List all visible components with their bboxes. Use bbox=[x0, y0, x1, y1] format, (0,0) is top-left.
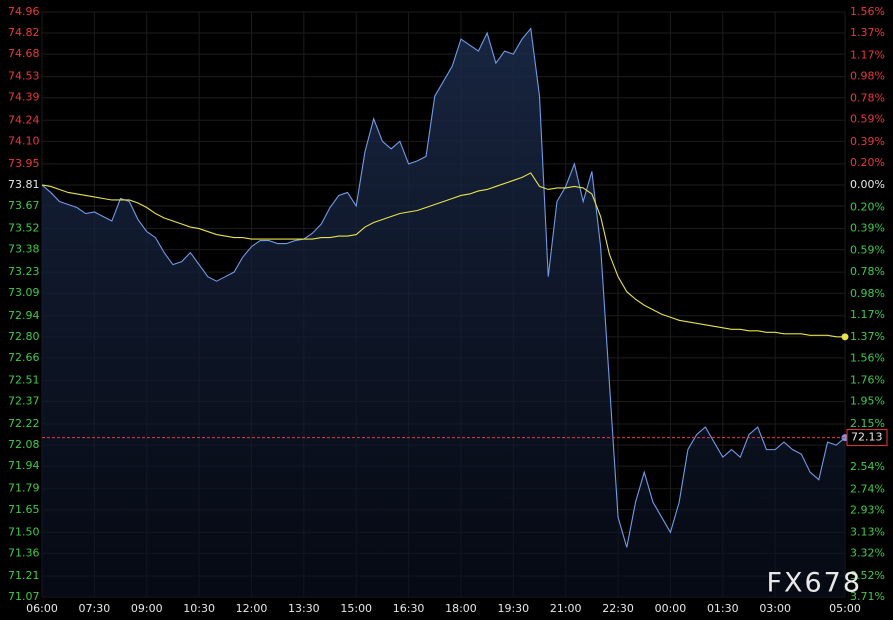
y-tick-label: 72.94 bbox=[8, 309, 40, 322]
x-tick-label: 15:00 bbox=[340, 602, 372, 615]
y2-tick-label: 3.32% bbox=[850, 547, 885, 560]
last-price-label: 72.13 bbox=[851, 431, 883, 444]
y2-tick-label: 0.78% bbox=[850, 265, 885, 278]
y2-tick-label: 2.93% bbox=[850, 503, 885, 516]
y-tick-label: 71.07 bbox=[8, 590, 40, 603]
y2-tick-label: 0.78% bbox=[850, 92, 885, 105]
y-tick-label: 72.08 bbox=[8, 438, 40, 451]
x-tick-label: 03:00 bbox=[759, 602, 791, 615]
x-tick-label: 16:30 bbox=[393, 602, 425, 615]
last-price-box bbox=[846, 429, 888, 447]
y2-tick-label: 0.59% bbox=[850, 113, 885, 126]
y2-tick-label: 3.13% bbox=[850, 526, 885, 539]
y-tick-label: 74.10 bbox=[8, 134, 40, 147]
y-tick-label: 74.53 bbox=[8, 70, 40, 83]
y-tick-label: 73.95 bbox=[8, 157, 40, 170]
price-line bbox=[41, 27, 846, 548]
y2-tick-label: 0.39% bbox=[850, 135, 885, 148]
y2-tick-label: 0.98% bbox=[850, 69, 885, 82]
y2-tick-label: 0.98% bbox=[850, 287, 885, 300]
y2-tick-label: 2.15% bbox=[850, 417, 885, 430]
y-tick-label: 72.66 bbox=[8, 351, 40, 364]
y-tick-label: 73.09 bbox=[8, 286, 40, 299]
x-tick-label: 01:30 bbox=[707, 602, 739, 615]
y-tick-label: 74.39 bbox=[8, 91, 40, 104]
watermark: FX678 bbox=[766, 568, 862, 599]
average-line bbox=[41, 172, 845, 338]
x-tick-label: 10:30 bbox=[183, 602, 215, 615]
y-tick-label: 72.37 bbox=[8, 394, 40, 407]
x-tick-label: 05:00 bbox=[829, 602, 861, 615]
y-tick-label: 73.23 bbox=[8, 265, 40, 278]
y-tick-label: 73.67 bbox=[8, 199, 40, 212]
y-tick-label: 73.38 bbox=[8, 243, 40, 256]
y-tick-label: 74.24 bbox=[8, 113, 40, 126]
price-area bbox=[42, 28, 845, 598]
x-tick-label: 12:00 bbox=[236, 602, 268, 615]
y2-tick-label: 3.52% bbox=[850, 569, 885, 582]
y-tick-label: 72.80 bbox=[8, 330, 40, 343]
y-tick-label: 71.21 bbox=[8, 569, 40, 582]
x-tick-label: 22:30 bbox=[602, 602, 634, 615]
x-tick-label: 07:30 bbox=[79, 602, 111, 615]
y2-tick-label: 1.76% bbox=[850, 374, 885, 387]
y-tick-label: 72.22 bbox=[8, 417, 40, 430]
end-dot bbox=[841, 333, 849, 341]
y2-tick-label: 0.00% bbox=[850, 178, 885, 191]
x-tick-label: 18:00 bbox=[445, 602, 477, 615]
x-tick-label: 13:30 bbox=[288, 602, 320, 615]
y-tick-label: 72.51 bbox=[8, 373, 40, 386]
y2-tick-label: 0.20% bbox=[850, 156, 885, 169]
y2-tick-label: 1.56% bbox=[850, 5, 885, 18]
x-tick-label: 00:00 bbox=[655, 602, 687, 615]
y2-tick-label: 2.74% bbox=[850, 482, 885, 495]
y2-tick-label: 1.37% bbox=[850, 330, 885, 343]
y-tick-label: 71.36 bbox=[8, 546, 40, 559]
y2-tick-label: 0.59% bbox=[850, 244, 885, 257]
y-tick-label: 73.81 bbox=[8, 178, 40, 191]
y2-tick-label: 1.37% bbox=[850, 26, 885, 39]
y2-tick-label: 0.39% bbox=[850, 221, 885, 234]
x-tick-label: 06:00 bbox=[26, 602, 58, 615]
y-tick-label: 71.65 bbox=[8, 503, 40, 516]
y-tick-label: 71.79 bbox=[8, 482, 40, 495]
x-tick-label: 19:30 bbox=[497, 602, 529, 615]
y-tick-label: 74.68 bbox=[8, 47, 40, 60]
y-tick-label: 74.96 bbox=[8, 5, 40, 18]
x-tick-label: 09:00 bbox=[131, 602, 163, 615]
y-tick-label: 71.50 bbox=[8, 525, 40, 538]
x-tick-label: 21:00 bbox=[550, 602, 582, 615]
y-tick-label: 71.94 bbox=[8, 459, 40, 472]
y2-tick-label: 2.54% bbox=[850, 460, 885, 473]
y-tick-label: 73.52 bbox=[8, 222, 40, 235]
y-tick-label: 74.82 bbox=[8, 26, 40, 39]
y2-tick-label: 1.17% bbox=[850, 308, 885, 321]
y2-tick-label: 1.95% bbox=[850, 395, 885, 408]
y2-tick-label: 0.20% bbox=[850, 200, 885, 213]
y2-tick-label: 1.56% bbox=[850, 351, 885, 364]
y2-tick-label: 1.17% bbox=[850, 48, 885, 61]
y2-tick-label: 3.71% bbox=[850, 590, 885, 603]
